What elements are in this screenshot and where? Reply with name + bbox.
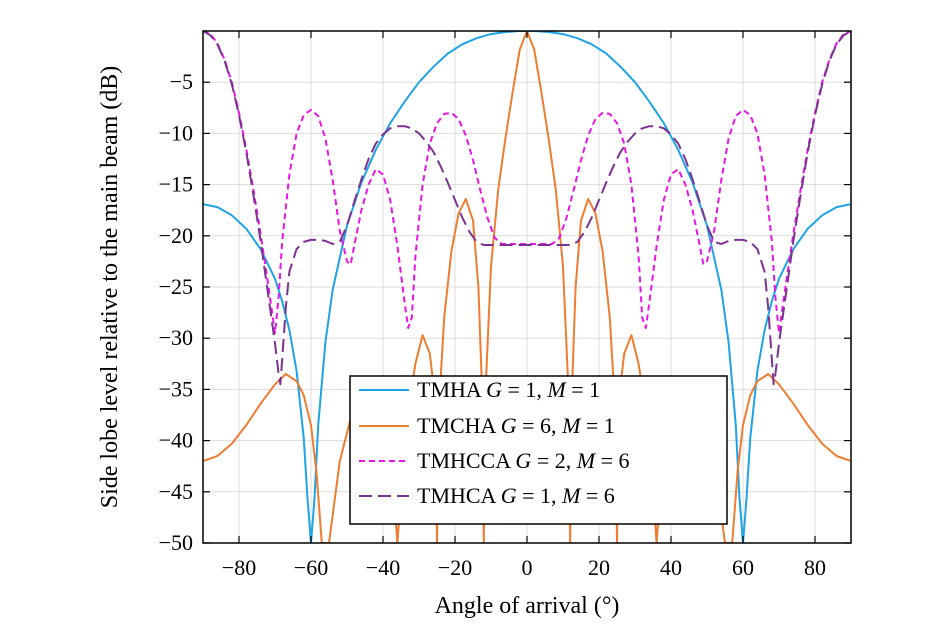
y-tick-label: −25 [159,274,193,299]
y-tick-label: −20 [159,223,193,248]
legend-label-4: TMHCA G = 1, M = 6 [417,483,615,508]
series-line-3 [203,31,851,335]
x-tick-label: 40 [660,555,682,580]
y-tick-label: −30 [159,325,193,350]
legend-label-1: TMHA G = 1, M = 1 [417,377,600,402]
legend-text-part: = 1 [566,377,600,402]
legend-text-part: TMHCCA [417,448,515,473]
legend-text-part: = 6 [580,483,614,508]
y-tick-labels: −5 −10 −15 −20 −25 −30 −35 −40 −45 −50 [159,69,193,555]
y-tick-label: −40 [159,428,193,453]
x-tick-label: −20 [438,555,472,580]
legend-text-part: G [486,377,502,402]
legend-text-part: G [515,448,531,473]
x-tick-label: −60 [294,555,328,580]
legend-label-2: TMCHA G = 6, M = 1 [417,413,615,438]
tick-marks [203,31,851,544]
x-tick-label: 60 [732,555,754,580]
y-tick-label: −50 [159,530,193,555]
x-tick-label: −40 [366,555,400,580]
legend-text-part: = 6 [595,448,629,473]
legend-label-3: TMHCCA G = 2, M = 6 [417,448,629,473]
series-line-1 [203,31,851,543]
y-tick-label: −10 [159,120,193,145]
series-line-4 [203,31,851,386]
y-tick-label: −15 [159,172,193,197]
legend-text-part: = 1 [580,413,614,438]
y-tick-label: −45 [159,479,193,504]
legend-text-part: = 1, [517,483,562,508]
legend-box [349,375,728,525]
x-tick-label: −80 [222,555,256,580]
legend-text-part: M [561,413,582,438]
legend-text-part: M [561,483,582,508]
legend-text-part: TMCHA [417,413,501,438]
legend-text-part: M [546,377,567,402]
legend-text-part: M [576,448,597,473]
y-axis-label: Side lobe level relative to the main bea… [97,66,123,509]
x-tick-label: 0 [522,555,533,580]
x-tick-label: 80 [804,555,826,580]
legend-text-part: = 2, [531,448,576,473]
legend-text-part: = 1, [502,377,547,402]
y-tick-label: −5 [170,69,193,94]
x-axis-label: Angle of arrival (°) [435,593,620,619]
legend-text-part: = 6, [517,413,562,438]
y-tick-label: −35 [159,376,193,401]
x-tick-labels: −80 −60 −40 −20 0 20 40 60 80 [222,555,826,580]
legend-text-part: TMHA [417,377,486,402]
legend-text-part: TMHCA [417,483,501,508]
x-tick-label: 20 [588,555,610,580]
legend-text-part: G [501,483,517,508]
legend-text-part: G [501,413,517,438]
